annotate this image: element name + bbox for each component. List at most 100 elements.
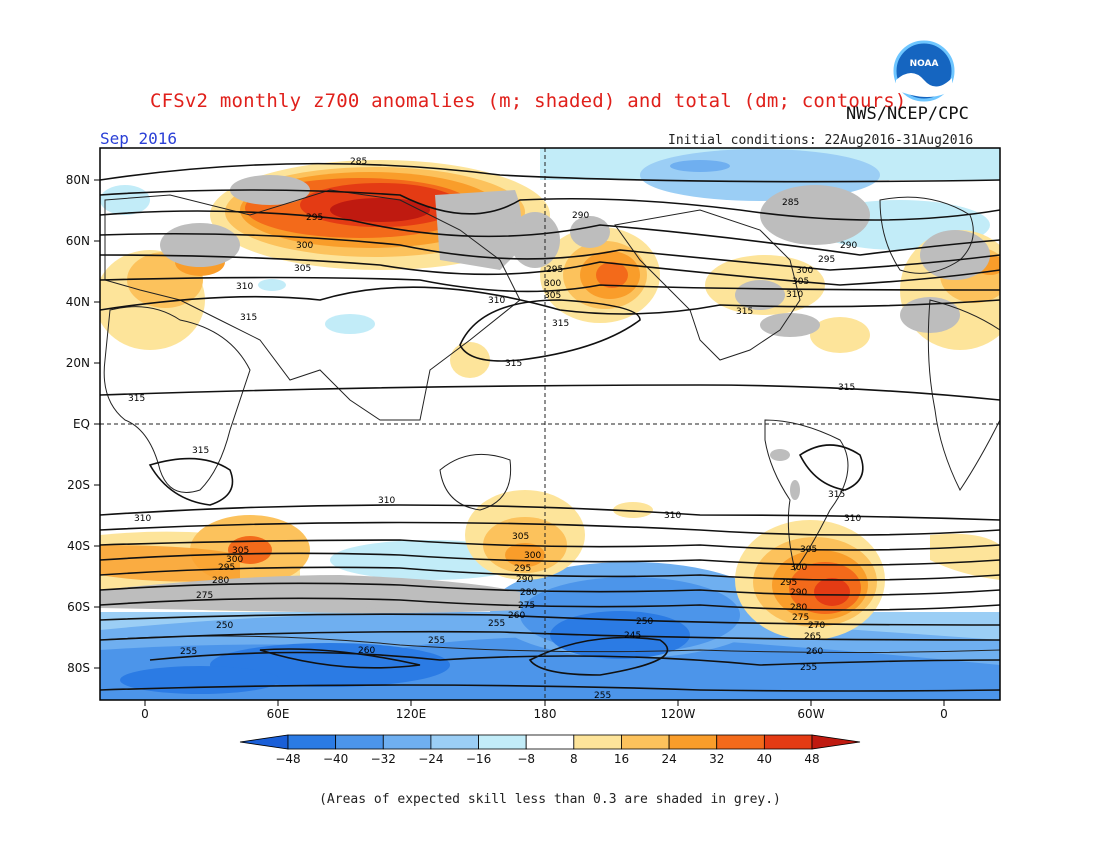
lat-label: 40N [66, 295, 90, 309]
svg-text:315: 315 [736, 307, 753, 317]
svg-text:250: 250 [636, 617, 653, 627]
forecast-month: Sep 2016 [100, 129, 178, 148]
svg-text:315: 315 [828, 490, 845, 500]
colorbar-tick-label: −8 [517, 752, 535, 766]
svg-text:275: 275 [518, 601, 535, 611]
svg-text:285: 285 [350, 157, 367, 167]
svg-text:255: 255 [428, 636, 445, 646]
colorbar-tick-label: −32 [371, 752, 396, 766]
lon-label: 120W [661, 707, 696, 721]
svg-text:300: 300 [796, 266, 813, 276]
colorbar-segment [525, 734, 575, 750]
agency-label: NWS/NCEP/CPC [846, 104, 969, 124]
svg-text:270: 270 [808, 621, 825, 631]
height-contours [100, 162, 1000, 692]
svg-text:305: 305 [544, 291, 561, 301]
svg-text:260: 260 [358, 646, 375, 656]
svg-text:260: 260 [806, 647, 823, 657]
svg-text:295: 295 [780, 578, 797, 588]
svg-text:300: 300 [524, 551, 541, 561]
svg-text:255: 255 [800, 663, 817, 673]
svg-text:255: 255 [594, 691, 611, 701]
svg-text:310: 310 [786, 290, 803, 300]
lon-label: 0 [141, 707, 149, 721]
svg-text:310: 310 [844, 514, 861, 524]
lon-label: 60E [267, 707, 290, 721]
svg-text:315: 315 [552, 319, 569, 329]
colorbar-tick-label: 32 [709, 752, 724, 766]
svg-text:300: 300 [790, 563, 807, 573]
skill-footnote: (Areas of expected skill less than 0.3 a… [319, 792, 781, 807]
svg-text:250: 250 [216, 621, 233, 631]
svg-text:275: 275 [792, 613, 809, 623]
svg-text:280: 280 [212, 576, 229, 586]
svg-text:310: 310 [134, 514, 151, 524]
svg-text:255: 255 [488, 619, 505, 629]
svg-text:315: 315 [505, 359, 522, 369]
colorbar-segment [573, 734, 622, 750]
colorbar-segment [335, 734, 384, 750]
longitude-axis: 0 60E 120E 180 120W 60W 0 [141, 700, 948, 721]
lat-label: 40S [67, 539, 90, 553]
svg-text:315: 315 [192, 446, 209, 456]
colorbar-tick-label: 48 [804, 752, 819, 766]
colorbar-segment [382, 734, 432, 750]
svg-text:315: 315 [128, 394, 145, 404]
svg-text:260: 260 [508, 611, 525, 621]
svg-text:315: 315 [240, 313, 257, 323]
colorbar-tick-label: −24 [418, 752, 443, 766]
latitude-axis: 80N 60N 40N 20N EQ 20S 40S 60S 80S [66, 173, 100, 675]
svg-text:310: 310 [236, 282, 253, 292]
lon-label: 180 [534, 707, 557, 721]
svg-text:255: 255 [180, 647, 197, 657]
colorbar-tick-label: 8 [570, 752, 578, 766]
colorbar-segment [621, 734, 670, 750]
svg-text:305: 305 [232, 546, 249, 556]
svg-text:290: 290 [790, 588, 807, 598]
lat-label: 60S [67, 600, 90, 614]
svg-text:315: 315 [838, 383, 855, 393]
svg-text:305: 305 [294, 264, 311, 274]
svg-text:295: 295 [514, 564, 531, 574]
svg-text:300: 300 [544, 279, 561, 289]
map-title: CFSv2 monthly z700 anomalies (m; shaded)… [150, 90, 907, 112]
lat-label: EQ [73, 417, 90, 431]
svg-text:300: 300 [296, 241, 313, 251]
svg-text:280: 280 [790, 603, 807, 613]
colorbar-segment [430, 734, 479, 750]
svg-text:290: 290 [572, 211, 589, 221]
lon-label: 120E [396, 707, 427, 721]
svg-text:305: 305 [792, 277, 809, 287]
colorbar-tick-label: 16 [614, 752, 629, 766]
colorbar-segment [478, 734, 527, 750]
colorbar-segment [287, 734, 337, 750]
svg-text:305: 305 [512, 532, 529, 542]
noaa-logo: NOAA [893, 40, 955, 102]
colorbar-segment [811, 734, 861, 750]
colorbar-tick-label: 24 [661, 752, 676, 766]
lat-label: 20S [67, 478, 90, 492]
svg-text:290: 290 [840, 241, 857, 251]
noaa-logo-text: NOAA [910, 59, 939, 69]
colorbar-segment [716, 734, 765, 750]
colorbar-segment [763, 734, 813, 750]
initial-conditions: Initial conditions: 22Aug2016-31Aug2016 [668, 133, 974, 148]
contour-labels: 285 285 295 290 290 300 295 295 300 300 … [128, 157, 861, 701]
svg-text:310: 310 [378, 496, 395, 506]
lat-label: 80S [67, 661, 90, 675]
colorbar-segment [239, 734, 289, 750]
svg-text:300: 300 [226, 555, 243, 565]
colorbar-tick-label: −16 [466, 752, 491, 766]
svg-text:310: 310 [664, 511, 681, 521]
lat-label: 60N [66, 234, 90, 248]
low-skill-grey-areas [100, 175, 990, 614]
lon-label: 0 [940, 707, 948, 721]
svg-text:265: 265 [804, 632, 821, 642]
colorbar-tick-label: 40 [757, 752, 772, 766]
svg-text:295: 295 [546, 265, 563, 275]
colorbar-tick-label: −40 [323, 752, 348, 766]
svg-text:305: 305 [800, 545, 817, 555]
svg-text:280: 280 [520, 588, 537, 598]
lat-label: 20N [66, 356, 90, 370]
